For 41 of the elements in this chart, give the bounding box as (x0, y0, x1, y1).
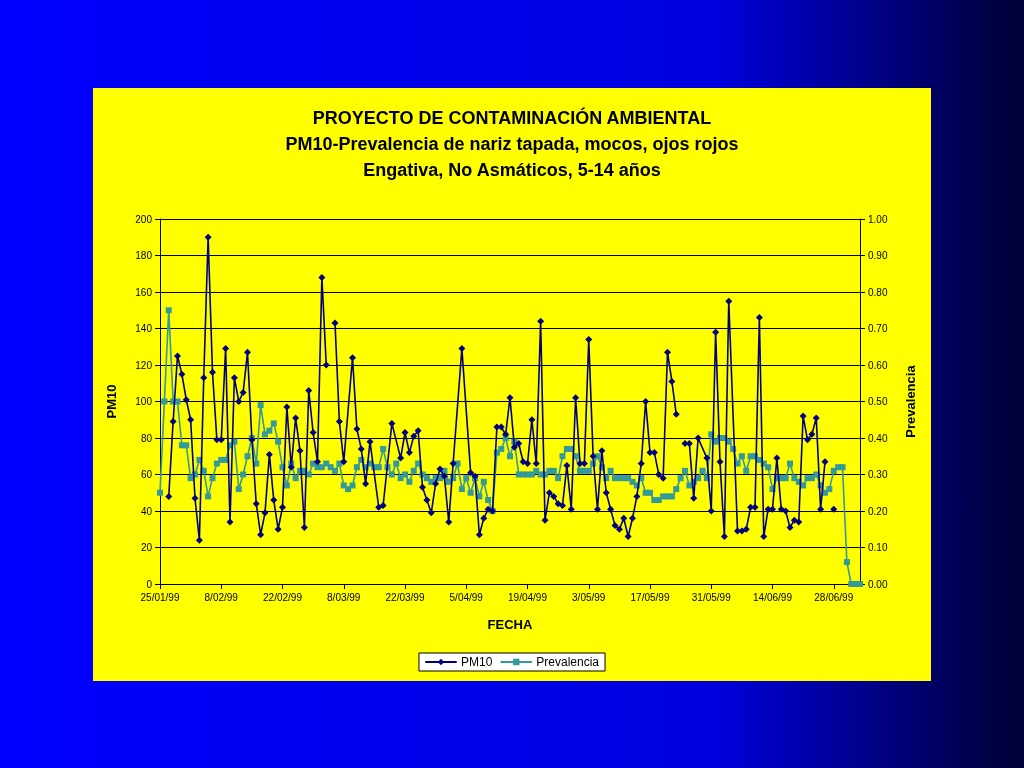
x-tick-label: 14/06/99 (753, 591, 793, 603)
y-tick-label: 0 (146, 578, 153, 590)
x-tick-label: 31/05/99 (691, 591, 732, 603)
y2-tick-label: 0.00 (868, 578, 888, 590)
x-tick-label: 3/05/99 (572, 591, 606, 603)
y2-tick-label: 0.90 (868, 250, 888, 261)
y-tick-label: 40 (140, 505, 153, 517)
y2-tick-label: 0.20 (868, 505, 888, 517)
x-tick-label: 5/04/99 (449, 591, 484, 603)
x-tick-label: 28/06/99 (814, 591, 854, 603)
y2-tick-label: 1.00 (868, 213, 888, 225)
y-tick-label: 140 (135, 323, 153, 334)
y2-tick-label: 0.10 (868, 542, 888, 553)
y2-tick-label: 0.40 (868, 432, 888, 444)
x-tick-label: 22/02/99 (263, 591, 303, 603)
y-tick-label: 200 (135, 213, 153, 225)
y-axis-title: PM10 (104, 384, 119, 419)
legend-label: PM10 (460, 655, 493, 669)
y2-tick-label: 0.30 (868, 469, 888, 480)
y-tick-label: 80 (140, 432, 153, 444)
x-tick-label: 22/03/99 (385, 591, 425, 603)
y-tick-label: 60 (140, 469, 153, 480)
x-tick-label: 8/02/99 (204, 591, 239, 603)
y-tick-label: 120 (135, 359, 153, 371)
x-tick-label: 17/05/99 (630, 591, 670, 603)
y-tick-label: 100 (135, 396, 153, 407)
chart-title: PROYECTO DE CONTAMINACIÓN AMBIENTAL (312, 107, 712, 128)
y-tick-label: 20 (140, 542, 153, 553)
x-tick-label: 25/01/99 (140, 591, 180, 603)
y2-tick-label: 0.60 (868, 359, 888, 371)
x-axis-title: FECHA (487, 617, 533, 632)
chart-subtitle: PM10-Prevalencia de nariz tapada, mocos, ojos rojos Engativa, No Asmáticos, 5-14 años (285, 134, 739, 180)
x-tick-label: 19/04/99 (508, 591, 548, 603)
y-tick-label: 180 (135, 250, 153, 261)
y2-tick-label: 0.70 (868, 323, 888, 334)
legend-label: Prevalencia (536, 655, 600, 669)
y-tick-label: 160 (135, 286, 153, 298)
x-tick-label: 8/03/99 (327, 591, 361, 603)
y2-axis-title: Prevalencia (903, 364, 918, 438)
y2-tick-label: 0.80 (868, 286, 888, 298)
y2-tick-label: 0.50 (868, 396, 888, 407)
